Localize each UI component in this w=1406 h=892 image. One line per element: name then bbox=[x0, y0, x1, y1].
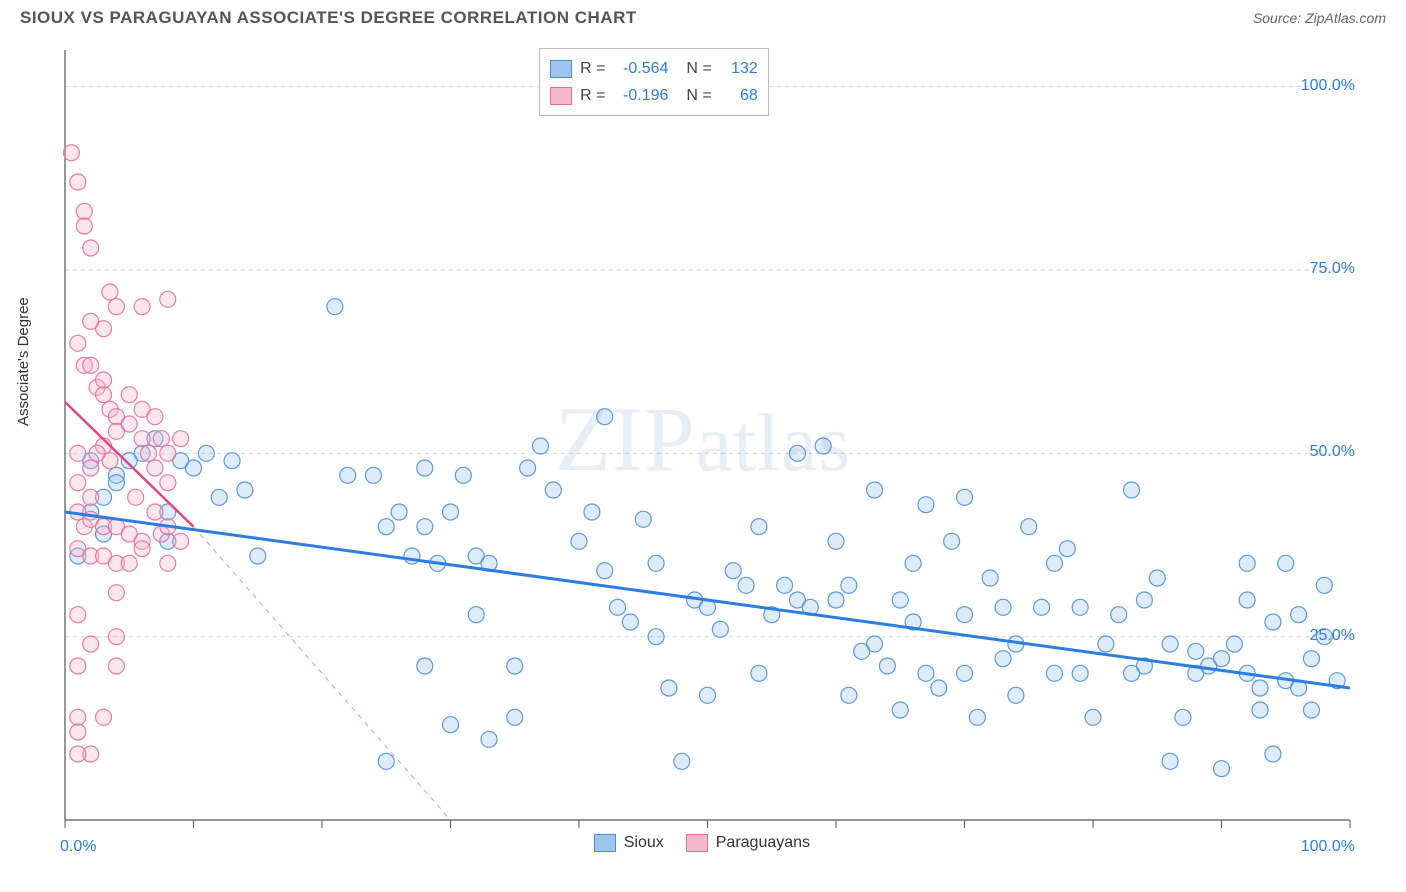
stats-row: R = -0.196 N = 68 bbox=[550, 82, 758, 109]
stat-r-value: -0.196 bbox=[613, 82, 668, 109]
chart-title: SIOUX VS PARAGUAYAN ASSOCIATE'S DEGREE C… bbox=[20, 8, 637, 28]
x-min-label: 0.0% bbox=[60, 838, 96, 856]
stat-n-value: 68 bbox=[720, 82, 758, 109]
series-swatch bbox=[550, 87, 572, 105]
legend-swatch bbox=[594, 834, 616, 852]
stat-n-label: N = bbox=[686, 55, 711, 82]
chart-container: Associate's Degree ZIPatlas R =-0.564N =… bbox=[20, 40, 1386, 872]
y-axis-label: Associate's Degree bbox=[15, 297, 32, 426]
stat-n-label: N = bbox=[686, 82, 711, 109]
stats-legend-box: R = -0.564 N = 132 R = -0.196 N = 68 bbox=[539, 48, 769, 116]
stat-n-value: 132 bbox=[720, 55, 758, 82]
legend-item: Sioux bbox=[594, 834, 664, 852]
legend-label: Sioux bbox=[624, 834, 664, 852]
x-max-label: 100.0% bbox=[1301, 838, 1355, 856]
stat-r-value: -0.564 bbox=[613, 55, 668, 82]
y-tick-label: 25.0% bbox=[1310, 627, 1355, 645]
legend-item: Paraguayans bbox=[686, 834, 810, 852]
bottom-legend: Sioux Paraguayans bbox=[594, 834, 810, 852]
stats-row: R = -0.564 N = 132 bbox=[550, 55, 758, 82]
y-tick-label: 100.0% bbox=[1301, 77, 1355, 95]
legend-label: Paraguayans bbox=[716, 834, 810, 852]
stat-r-label: R = bbox=[580, 55, 605, 82]
y-tick-label: 75.0% bbox=[1310, 260, 1355, 278]
stat-r-label: R = bbox=[580, 82, 605, 109]
legend-swatch bbox=[686, 834, 708, 852]
y-tick-label: 50.0% bbox=[1310, 443, 1355, 461]
source-label: Source: ZipAtlas.com bbox=[1253, 10, 1386, 26]
series-swatch bbox=[550, 60, 572, 78]
scatter-plot bbox=[20, 40, 1386, 872]
